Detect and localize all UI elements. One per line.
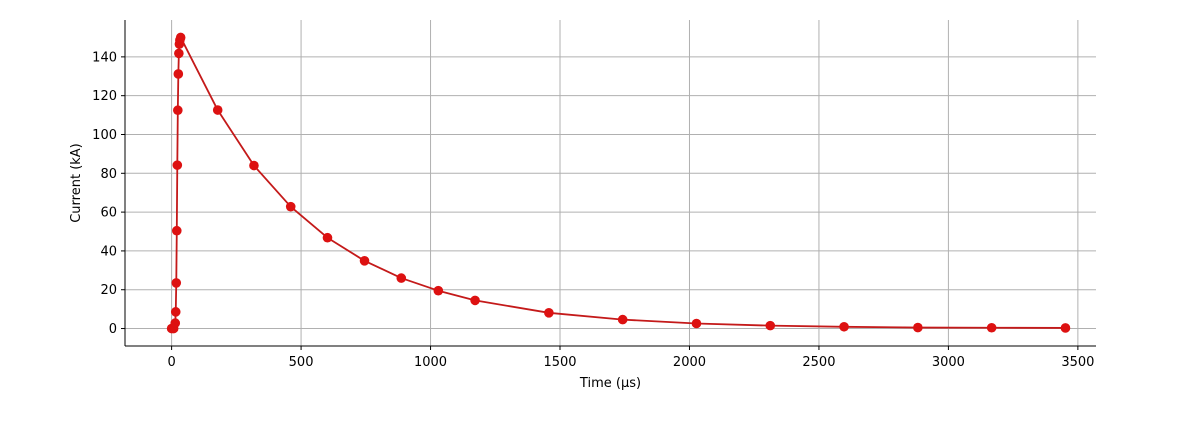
data-point [172,160,183,170]
data-point [691,318,702,329]
y-tick-label: 0 [109,322,117,337]
data-point [174,48,184,59]
y-tick-label: 80 [100,167,117,182]
data-point [433,285,444,296]
data-point [359,256,370,266]
data-point [765,320,776,331]
data-point [173,105,183,116]
data-point [913,322,923,333]
series-line [171,36,1066,330]
data-point [249,160,259,171]
data-point [170,318,181,328]
x-tick-label: 3000 [932,355,965,370]
x-axis-label: Time (µs) [579,376,641,391]
data-point [171,278,182,288]
data-point [470,295,480,306]
data-point [170,307,181,317]
axes-spines [124,20,1096,347]
data-point [212,105,223,115]
y-axis-ticks: 0 20 40 60 80 100 120 140 [92,50,125,337]
grid [125,20,1096,346]
x-tick-label: 1500 [543,355,576,370]
y-tick-label: 20 [100,283,117,298]
series [166,32,1071,334]
y-tick-label: 40 [100,244,117,259]
x-tick-label: 0 [167,355,175,370]
data-point [839,321,849,332]
x-tick-label: 2000 [673,355,706,370]
data-point [173,69,184,79]
x-tick-label: 2500 [802,355,835,370]
y-tick-label: 140 [92,50,117,65]
y-tick-label: 120 [92,89,117,104]
data-point [396,273,407,283]
x-tick-label: 1000 [414,355,447,370]
x-tick-label: 500 [289,355,314,370]
y-tick-label: 100 [92,128,117,143]
data-point [171,225,182,236]
data-point [617,314,628,325]
x-axis-ticks: 0 500 1000 1500 2000 2500 3000 3500 [167,346,1094,370]
data-point [986,322,997,333]
data-point [285,201,296,212]
data-point [175,32,186,43]
data-point [1060,323,1071,333]
data-point [322,232,333,243]
data-point [544,308,554,318]
y-axis-label: Current (kA) [69,143,84,223]
x-tick-label: 3500 [1061,355,1094,370]
y-tick-label: 60 [100,206,117,221]
